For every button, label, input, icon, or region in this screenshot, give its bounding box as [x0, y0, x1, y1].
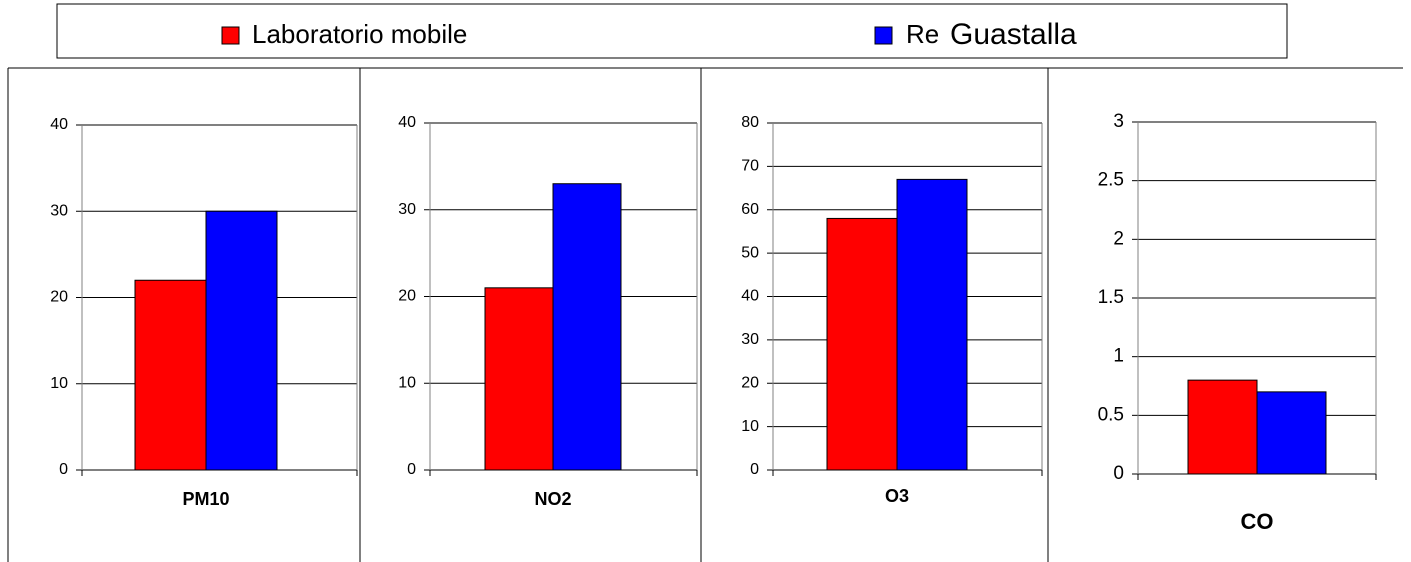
- y-tick-label: 10: [741, 418, 759, 435]
- category-label: PM10: [182, 489, 229, 509]
- legend-cover: [948, 18, 1108, 52]
- y-tick-label: 30: [741, 331, 759, 348]
- legend-label: Laboratorio mobile: [252, 19, 467, 49]
- y-tick-label: 20: [741, 374, 759, 391]
- y-tick-label: 40: [398, 114, 416, 131]
- y-tick-label: 0.5: [1098, 404, 1124, 425]
- y-tick-label: 2.5: [1098, 170, 1124, 191]
- y-tick-label: 20: [398, 288, 416, 305]
- bar: [205, 210, 278, 471]
- bar: [1187, 379, 1258, 475]
- y-tick-label: 0: [1113, 463, 1124, 484]
- bar: [1256, 391, 1327, 475]
- y-tick-label: 40: [741, 288, 759, 305]
- bar: [896, 178, 968, 471]
- legend-swatch: [221, 26, 240, 45]
- legend-label: Guastalla: [950, 18, 1077, 51]
- y-tick-label: 3: [1113, 111, 1124, 132]
- y-tick-label: 1.5: [1098, 287, 1124, 308]
- y-tick-label: 2: [1113, 228, 1124, 249]
- y-tick-label: 0: [59, 461, 68, 478]
- y-tick-label: 70: [741, 158, 759, 175]
- y-tick-label: 1: [1113, 346, 1124, 367]
- bar: [826, 217, 898, 471]
- y-tick-label: 10: [398, 374, 416, 391]
- y-tick-label: 30: [50, 202, 68, 219]
- y-tick-label: 40: [50, 116, 68, 133]
- y-tick-label: 0: [750, 461, 759, 478]
- category-label: NO2: [534, 489, 571, 509]
- bar: [134, 279, 207, 471]
- y-tick-label: 10: [50, 375, 68, 392]
- bar: [484, 287, 554, 471]
- bar: [552, 183, 622, 471]
- y-tick-label: 0: [407, 461, 416, 478]
- category-label: CO: [1241, 509, 1274, 534]
- legend-swatch: [874, 26, 893, 45]
- legend-hidden-text: Re: [906, 19, 939, 49]
- y-tick-label: 30: [398, 201, 416, 218]
- y-tick-label: 80: [741, 114, 759, 131]
- y-tick-label: 60: [741, 201, 759, 218]
- y-tick-label: 20: [50, 289, 68, 306]
- category-label: O3: [885, 486, 909, 506]
- y-tick-label: 50: [741, 244, 759, 261]
